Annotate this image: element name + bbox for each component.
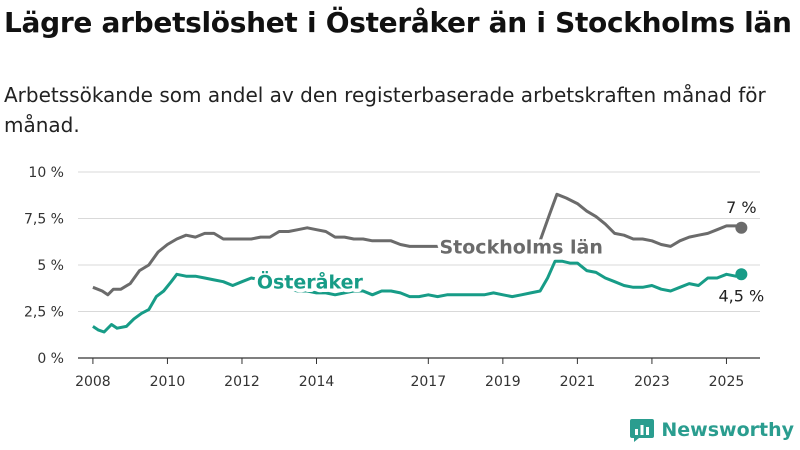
end-point-osteraker [735, 268, 748, 281]
y-tick-label: 0 % [37, 351, 64, 367]
x-tick-label: 2010 [150, 374, 186, 390]
series-line-stockholms-lan [92, 192, 742, 297]
end-label-stockholms-lan: 7 % [726, 198, 756, 217]
series-label-stockholms-lan: Stockholms län [439, 236, 602, 258]
x-tick-label: 2025 [709, 374, 745, 390]
series-label-osteraker: Österåker [257, 270, 364, 294]
series-line-osteraker [92, 259, 742, 334]
end-label-osteraker: 4,5 % [718, 286, 764, 305]
x-tick-label: 2014 [299, 374, 335, 390]
y-tick-label: 7,5 % [24, 212, 64, 228]
x-tick-label: 2023 [634, 374, 670, 390]
x-tick-label: 2012 [224, 374, 260, 390]
y-tick-label: 2,5 % [24, 305, 64, 321]
newsworthy-logo-icon [630, 419, 655, 442]
x-tick-label: 2008 [75, 374, 111, 390]
chart-subtitle: Arbetssökande som andel av den registerb… [4, 83, 766, 137]
end-point-stockholms-lan [735, 221, 748, 234]
chart-title: Lägre arbetslöshet i Österåker än i Stoc… [4, 6, 792, 39]
brand-name: Newsworthy [661, 419, 794, 441]
x-tick-label: 2017 [410, 374, 446, 390]
y-tick-label: 5 % [37, 258, 64, 274]
y-tick-label: 10 % [28, 165, 64, 181]
x-tick-label: 2021 [560, 374, 596, 390]
newsworthy-brand: Newsworthy [629, 415, 794, 445]
x-tick-label: 2019 [485, 374, 521, 390]
